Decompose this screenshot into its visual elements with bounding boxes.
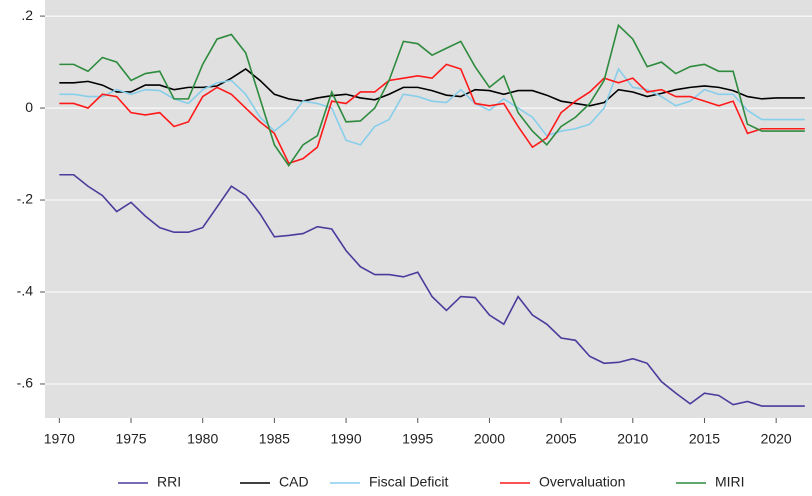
- x-tick-label: 2020: [761, 431, 792, 447]
- x-tick-label: 2010: [617, 431, 648, 447]
- x-tick-label: 1985: [259, 431, 290, 447]
- series-line: [59, 67, 805, 146]
- x-tick-label: 1990: [330, 431, 361, 447]
- y-tick-label: -.4: [17, 283, 34, 299]
- legend-label: MIRI: [715, 474, 745, 490]
- y-tick-label: -.2: [17, 191, 34, 207]
- legend-label: Overvaluation: [539, 474, 625, 490]
- x-tick-label: 1975: [115, 431, 146, 447]
- y-tick-label: -.6: [17, 375, 34, 391]
- x-tick-label: 2000: [474, 431, 505, 447]
- series-line: [59, 173, 805, 407]
- x-tick-label: 2015: [689, 431, 720, 447]
- legend-label: CAD: [279, 474, 309, 490]
- series-line: [59, 63, 805, 165]
- legend-label: Fiscal Deficit: [369, 474, 448, 490]
- x-tick-label: 1970: [44, 431, 75, 447]
- plot-area: [45, 0, 812, 418]
- y-tick-label: 0: [25, 99, 33, 115]
- x-tick-label: 2005: [546, 431, 577, 447]
- y-tick-label: .2: [21, 7, 33, 23]
- legend-label: RRI: [157, 474, 181, 490]
- series-line: [59, 23, 805, 167]
- x-tick-label: 1980: [187, 431, 218, 447]
- x-tick-label: 1995: [402, 431, 433, 447]
- series-line: [59, 67, 805, 107]
